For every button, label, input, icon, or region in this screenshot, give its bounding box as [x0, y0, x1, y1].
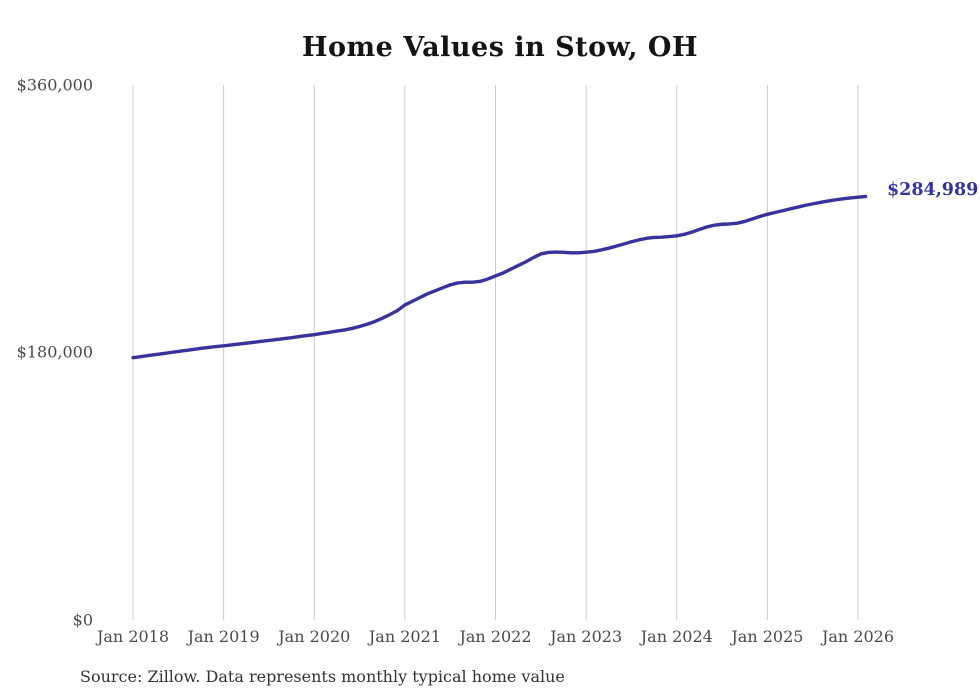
- y-axis-label-360000: $360,000: [16, 75, 93, 95]
- home-value-line: [131, 194, 868, 360]
- source-note: Source: Zillow. Data represents monthly …: [80, 667, 565, 686]
- y-axis-label-180000: $180,000: [16, 342, 93, 362]
- latest-value-label: $284,989: [887, 180, 979, 200]
- chart-title: Home Values in Stow, OH: [302, 32, 698, 63]
- y-axis-label-0: $0: [72, 610, 93, 630]
- gridlines: [132, 85, 859, 620]
- x-axis-label-jan-2022: Jan 2022: [459, 627, 532, 646]
- x-axis-label-jan-2026: Jan 2026: [821, 627, 895, 646]
- x-axis-label-jan-2019: Jan 2019: [187, 627, 260, 646]
- x-axis-label-jan-2024: Jan 2024: [640, 627, 713, 646]
- x-axis-label-jan-2020: Jan 2020: [278, 627, 351, 646]
- x-axis-label-jan-2025: Jan 2025: [731, 627, 804, 646]
- x-axis-label-jan-2023: Jan 2023: [550, 627, 623, 646]
- x-axis-label-jan-2018: Jan 2018: [96, 627, 170, 646]
- x-axis-label-jan-2021: Jan 2021: [368, 627, 441, 646]
